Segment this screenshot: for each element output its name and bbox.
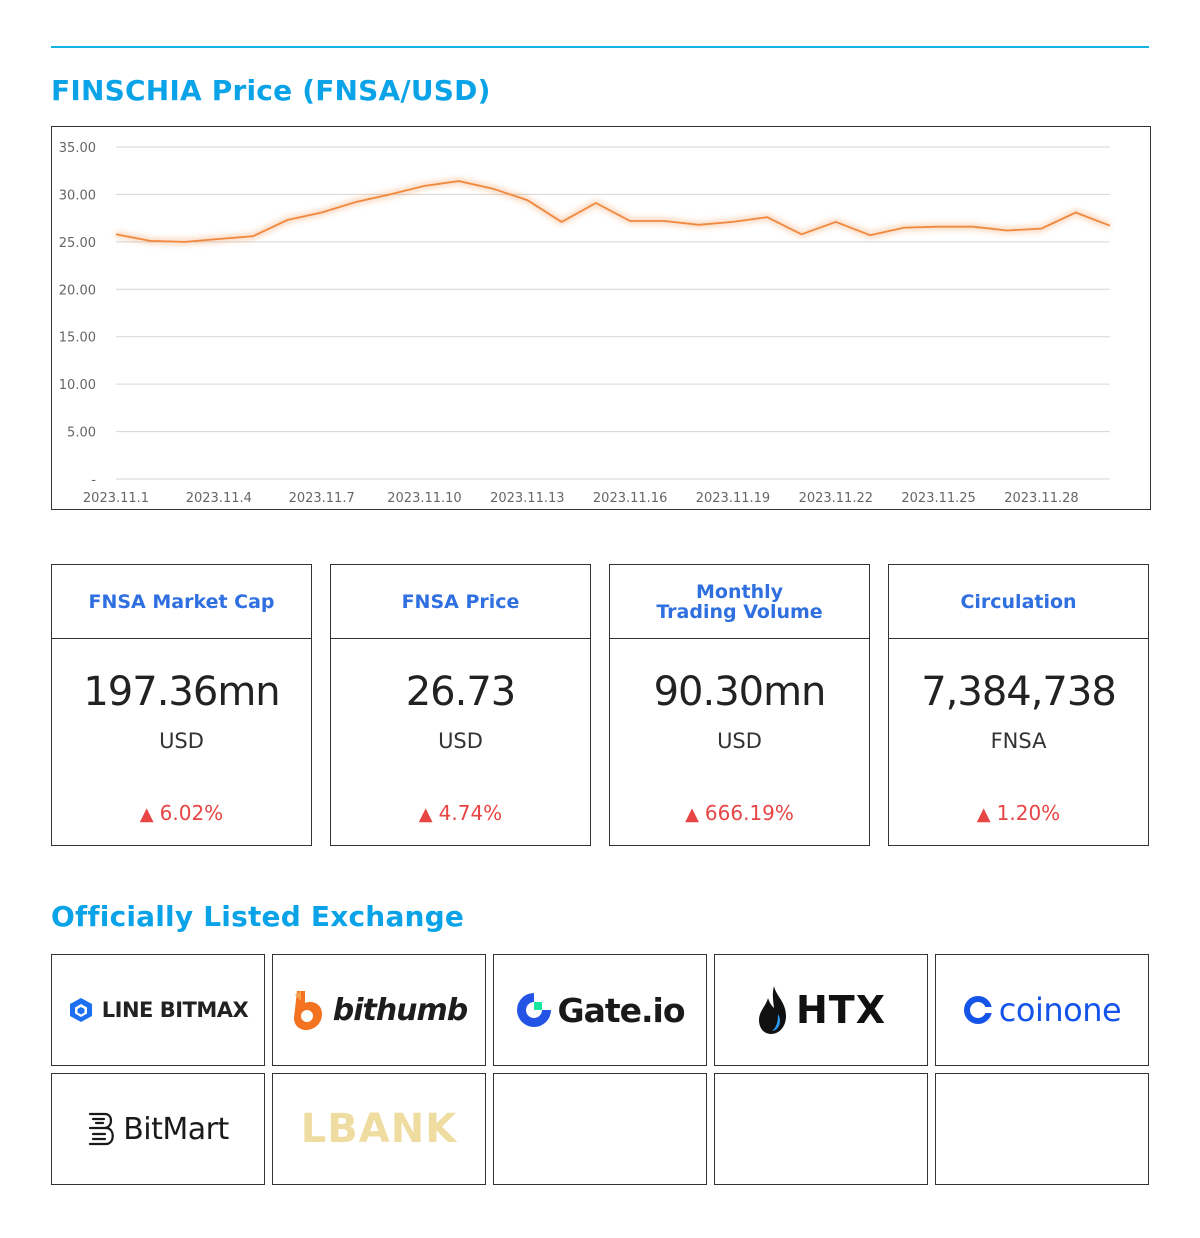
y-tick-label: 20.00 <box>59 283 96 298</box>
y-tick-label: 25.00 <box>59 236 96 251</box>
exchange-grid: LINE BITMAX bithumb Gate.io H <box>51 954 1149 1185</box>
stats-grid: FNSA Market Cap 197.36mn USD ▲ 6.02% FNSA… <box>51 564 1149 846</box>
stat-unit: FNSA <box>990 729 1047 753</box>
exchange-tile-bithumb[interactable]: bithumb <box>272 954 486 1066</box>
stat-unit: USD <box>438 729 483 753</box>
y-tick-label: 5.00 <box>67 426 96 441</box>
exchange-name: Gate.io <box>557 990 685 1030</box>
price-line <box>115 180 1111 243</box>
exchange-tile-htx[interactable]: HTX <box>714 954 928 1066</box>
x-tick-label: 2023.11.1 <box>83 491 149 506</box>
x-tick-label: 2023.11.25 <box>901 491 975 506</box>
exchange-name: coinone <box>998 991 1122 1029</box>
bitmart-logo-icon <box>89 1112 115 1146</box>
gate-io-logo-icon <box>517 993 552 1027</box>
exchange-tile-empty <box>935 1073 1149 1185</box>
stat-title: Circulation <box>960 590 1077 613</box>
stat-unit: USD <box>159 729 204 753</box>
stat-value: 7,384,738 <box>921 669 1117 715</box>
y-tick-label: - <box>91 473 96 488</box>
exchange-tile-empty <box>493 1073 707 1185</box>
exchange-name: LINE BITMAX <box>101 998 249 1022</box>
exchange-tile-coinone[interactable]: coinone <box>935 954 1149 1066</box>
stat-value: 26.73 <box>405 669 517 715</box>
y-tick-label: 10.00 <box>59 378 96 393</box>
exchange-section-title: Officially Listed Exchange <box>51 900 465 933</box>
up-triangle-icon: ▲ <box>418 804 433 825</box>
x-tick-label: 2023.11.22 <box>799 491 873 506</box>
x-tick-label: 2023.11.13 <box>490 491 564 506</box>
exchange-tile-bitmart[interactable]: BitMart <box>51 1073 265 1185</box>
stat-card-price: FNSA Price 26.73 USD ▲ 4.74% <box>330 564 591 846</box>
exchange-name: bithumb <box>332 992 469 1028</box>
stat-card-circulation: Circulation 7,384,738 FNSA ▲ 1.20% <box>888 564 1149 846</box>
stat-title: FNSA Market Cap <box>88 590 275 613</box>
stat-card-trading-volume: Monthly Trading Volume 90.30mn USD ▲ 666.… <box>609 564 870 846</box>
x-tick-label: 2023.11.4 <box>186 491 252 506</box>
stat-change: ▲ 4.74% <box>331 801 590 825</box>
x-tick-label: 2023.11.19 <box>696 491 770 506</box>
stat-title: Monthly Trading Volume <box>656 580 823 623</box>
x-tick-label: 2023.11.7 <box>289 491 355 506</box>
stat-change-value: 1.20% <box>996 801 1061 825</box>
stat-change: ▲ 6.02% <box>52 801 311 825</box>
stat-change: ▲ 1.20% <box>889 801 1148 825</box>
x-tick-label: 2023.11.10 <box>387 491 461 506</box>
y-tick-label: 30.00 <box>59 188 96 203</box>
stat-change-value: 6.02% <box>159 801 224 825</box>
bithumb-logo-icon <box>293 991 322 1030</box>
exchange-name: BitMart <box>123 1111 229 1147</box>
top-divider <box>51 46 1149 48</box>
stat-header: Circulation <box>889 565 1148 639</box>
stat-title: FNSA Price <box>401 590 520 613</box>
stat-card-market-cap: FNSA Market Cap 197.36mn USD ▲ 6.02% <box>51 564 312 846</box>
stat-unit: USD <box>717 729 762 753</box>
up-triangle-icon: ▲ <box>976 804 991 825</box>
line-bitmax-logo-icon <box>69 998 92 1022</box>
x-tick-label: 2023.11.28 <box>1004 491 1078 506</box>
stat-header: FNSA Market Cap <box>52 565 311 639</box>
stat-value: 90.30mn <box>653 669 827 715</box>
lbank-logo-icon: LBANK <box>300 1106 458 1152</box>
x-tick-label: 2023.11.16 <box>593 491 667 506</box>
price-section-title: FINSCHIA Price (FNSA/USD) <box>51 74 491 107</box>
up-triangle-icon: ▲ <box>685 804 699 825</box>
stat-header: FNSA Price <box>331 565 590 639</box>
stat-change: ▲ 666.19% <box>610 801 869 825</box>
exchange-tile-line-bitmax[interactable]: LINE BITMAX <box>51 954 265 1066</box>
stat-value: 197.36mn <box>83 669 280 715</box>
exchange-tile-gate-io[interactable]: Gate.io <box>493 954 707 1066</box>
y-tick-label: 35.00 <box>59 141 96 156</box>
htx-flame-icon <box>758 986 786 1034</box>
y-tick-label: 15.00 <box>59 331 96 346</box>
exchange-tile-lbank[interactable]: LBANK <box>272 1073 486 1185</box>
stat-header: Monthly Trading Volume <box>610 565 869 639</box>
price-chart: - 5.00 10.00 15.00 20.00 25.00 30.00 35.00 2023… <box>51 126 1151 510</box>
up-triangle-icon: ▲ <box>139 804 154 825</box>
stat-change-value: 666.19% <box>704 801 794 825</box>
exchange-name: HTX <box>795 988 887 1032</box>
price-chart-svg: - 5.00 10.00 15.00 20.00 25.00 30.00 35.00 2023… <box>59 141 1112 506</box>
stat-change-value: 4.74% <box>438 801 503 825</box>
coinone-logo-icon <box>963 996 992 1024</box>
exchange-tile-empty <box>714 1073 928 1185</box>
